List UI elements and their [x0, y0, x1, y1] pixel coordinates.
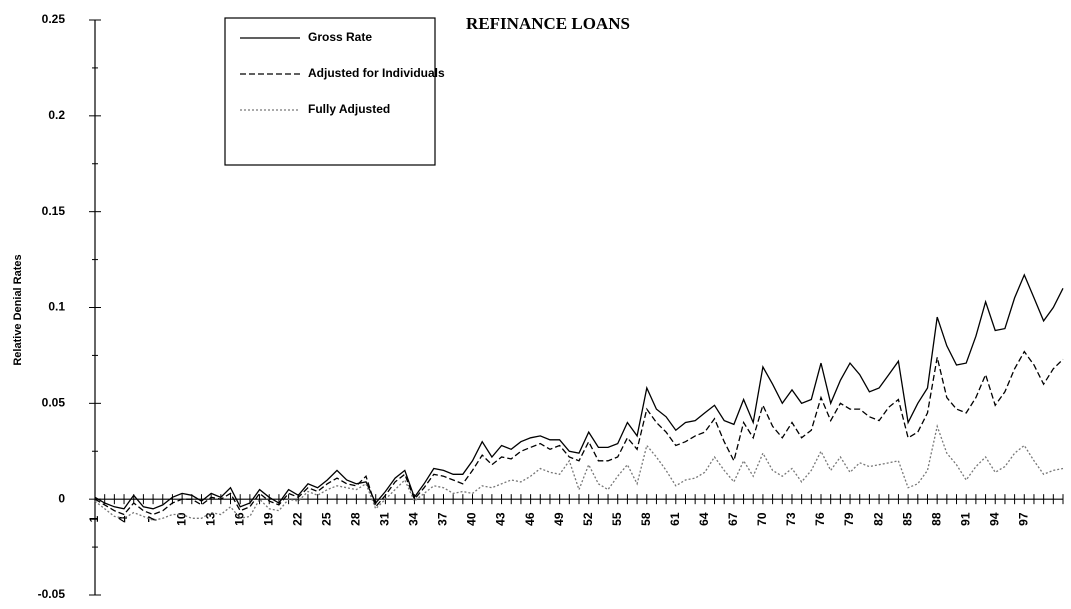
x-tick-label: 97	[1016, 512, 1030, 526]
x-tick-label: 19	[261, 512, 275, 526]
x-tick-label: 43	[494, 512, 508, 526]
x-tick-label: 13	[203, 512, 217, 526]
y-tick-label: -0.05	[38, 587, 66, 601]
series-line	[94, 273, 1064, 510]
y-tick-label: 0.05	[42, 396, 66, 410]
legend-label: Fully Adjusted	[308, 102, 390, 116]
x-tick-label: 31	[378, 512, 392, 526]
y-tick-label: 0.2	[48, 108, 65, 122]
x-tick-label: 70	[755, 512, 769, 526]
x-tick-label: 1	[87, 516, 101, 523]
legend-box	[224, 17, 436, 166]
x-tick-label: 25	[319, 512, 333, 526]
legend-label: Adjusted for Individuals	[308, 66, 445, 80]
x-tick-label: 64	[697, 512, 711, 526]
x-tick-label: 58	[639, 512, 653, 526]
x-tick-label: 7	[145, 516, 159, 523]
x-tick-label: 88	[929, 512, 943, 526]
x-tick-label: 82	[871, 512, 885, 526]
y-tick-label: 0.1	[48, 300, 65, 314]
y-axis-label: Relative Denial Rates	[12, 254, 24, 365]
x-tick-label: 73	[784, 512, 798, 526]
x-tick-label: 85	[900, 512, 914, 526]
x-tick-label: 76	[813, 512, 827, 526]
series-line	[94, 350, 1064, 516]
y-tick-label: 0.25	[42, 12, 66, 26]
x-tick-label: 46	[523, 512, 537, 526]
x-tick-label: 16	[232, 512, 246, 526]
x-tick-label: 34	[407, 512, 421, 526]
y-tick-label: 0.15	[42, 204, 66, 218]
x-tick-label: 40	[465, 512, 479, 526]
x-tick-label: 10	[174, 512, 188, 526]
x-tick-label: 67	[726, 512, 740, 526]
x-tick-label: 55	[610, 512, 624, 526]
x-tick-label: 61	[668, 512, 682, 526]
x-tick-label: 91	[958, 512, 972, 526]
x-tick-label: 4	[116, 516, 130, 523]
x-tick-label: 94	[987, 512, 1001, 526]
x-tick-label: 52	[581, 512, 595, 526]
x-tick-label: 37	[436, 512, 450, 526]
x-tick-label: 28	[349, 512, 363, 526]
x-tick-label: 49	[552, 512, 566, 526]
x-tick-label: 22	[290, 512, 304, 526]
chart-title: REFINANCE LOANS	[466, 14, 630, 33]
x-tick-label: 79	[842, 512, 856, 526]
legend-label: Gross Rate	[308, 30, 372, 44]
series-line	[94, 423, 1064, 521]
y-tick-label: 0	[58, 491, 65, 505]
